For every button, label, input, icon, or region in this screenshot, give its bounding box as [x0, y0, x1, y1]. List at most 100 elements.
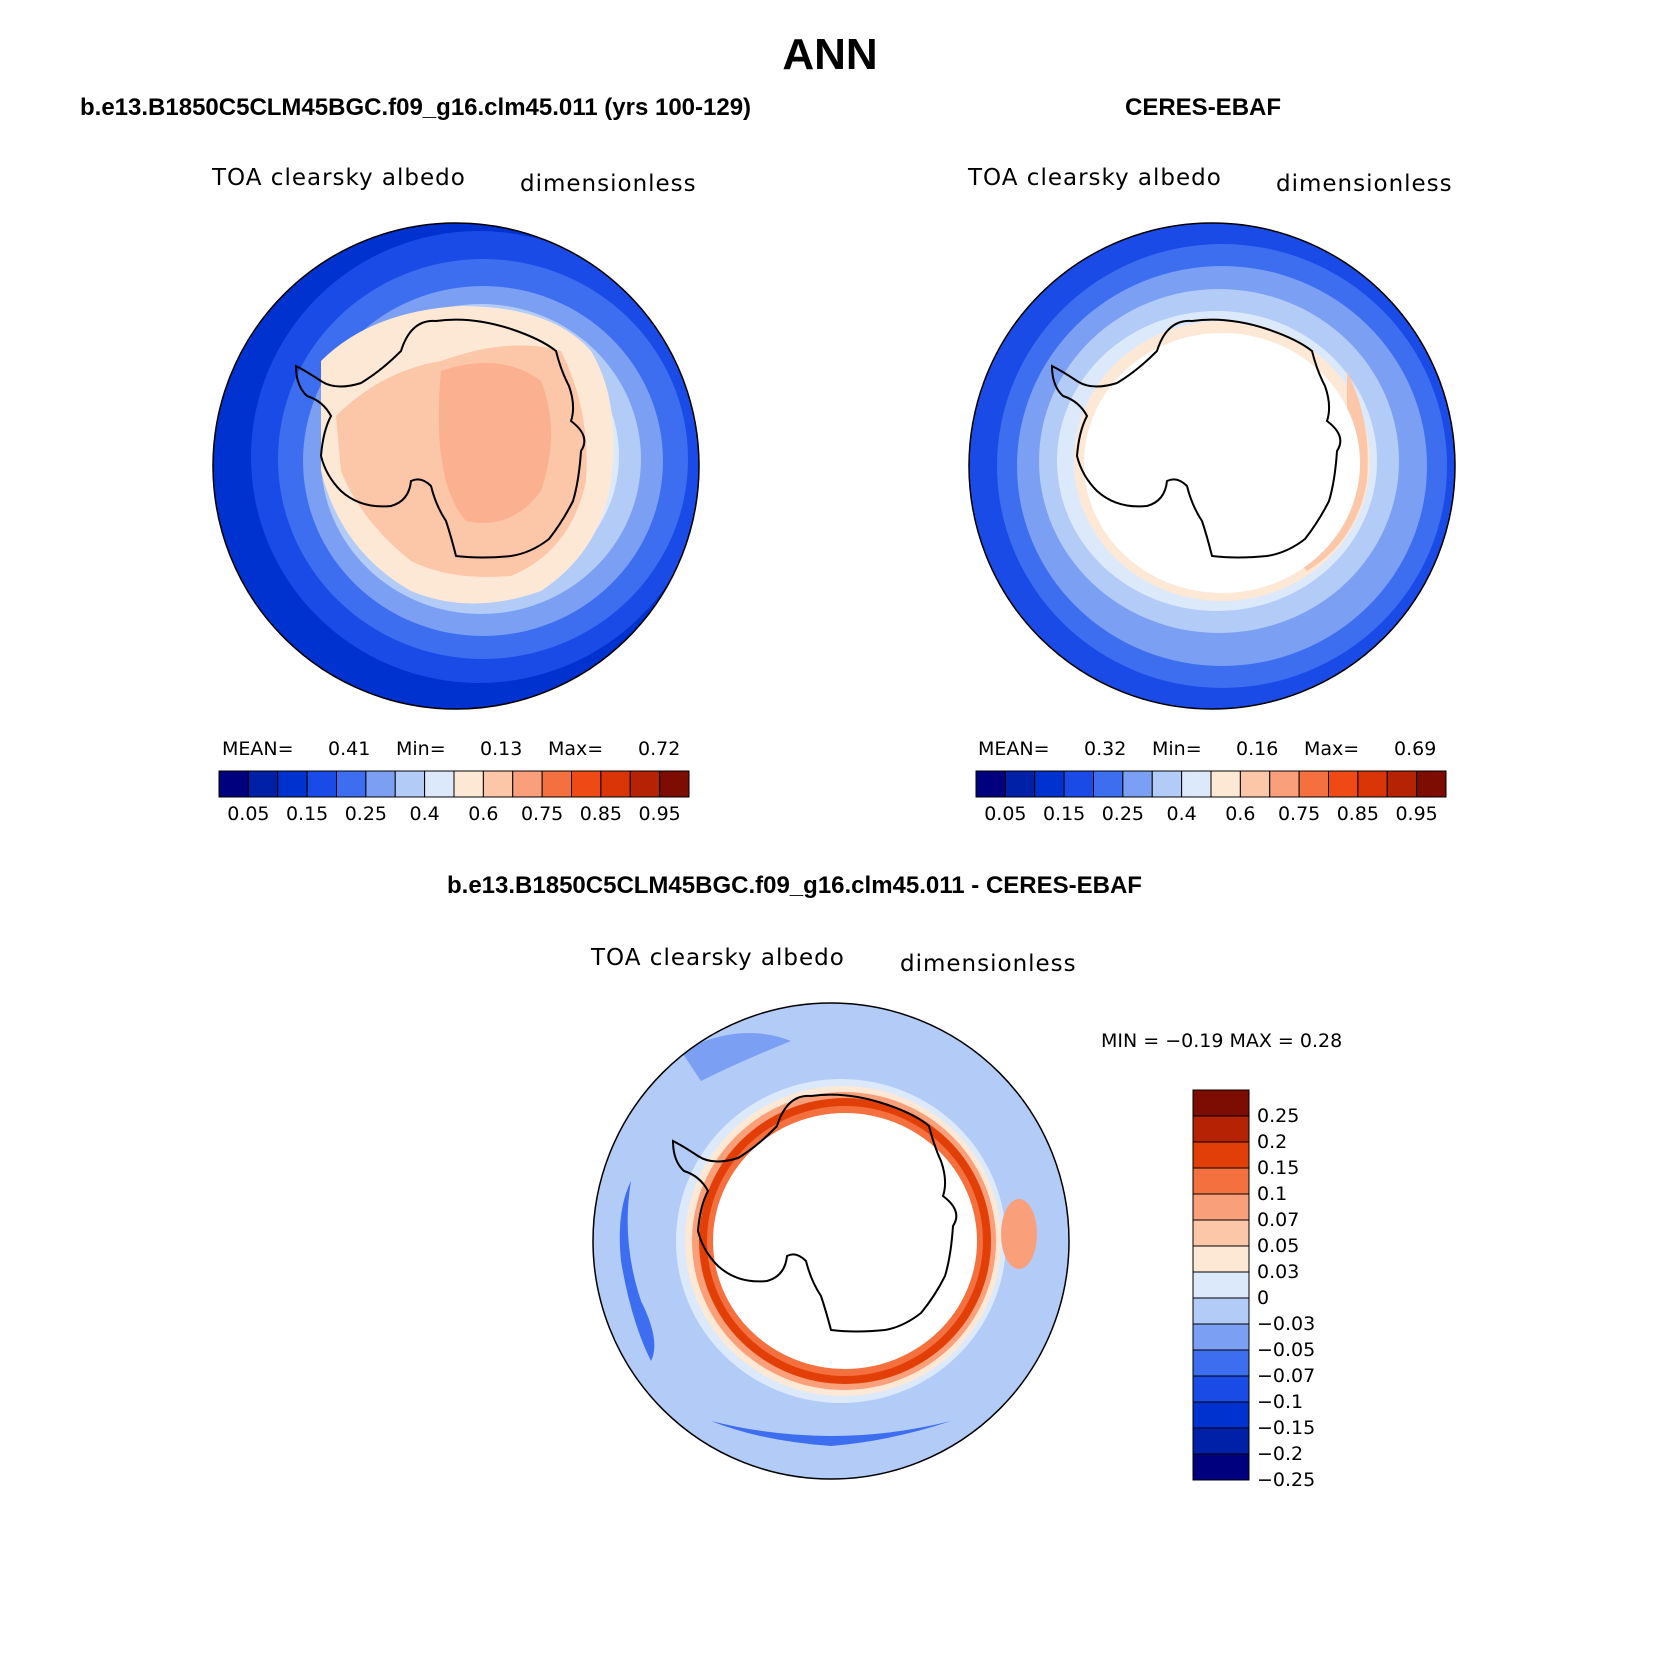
panel1-max-value: 0.72	[638, 738, 681, 760]
panel2-colorbar-swatch	[1122, 770, 1153, 798]
panel2-max-value: 0.69	[1394, 738, 1437, 760]
panel1-colorbar-swatch	[424, 770, 455, 798]
panel1-colorbar-tick-label: 0.15	[285, 803, 329, 825]
diff-colorbar	[1192, 1089, 1250, 1481]
panel2-colorbar-swatch	[1386, 770, 1418, 798]
diff-colorbar-tick-label: −0.03	[1257, 1313, 1316, 1335]
panel1-case-title: b.e13.B1850C5CLM45BGC.f09_g16.clm45.011 …	[80, 94, 752, 121]
diff-colorbar-swatch	[1192, 1349, 1250, 1377]
panel2-colorbar-swatch	[1151, 770, 1183, 798]
diff-contour-region	[681, 1033, 791, 1081]
diff-colorbar-tick-label: −0.15	[1257, 1417, 1316, 1439]
panel2-case-title: CERES-EBAF	[1125, 94, 1282, 121]
diff-colorbar-swatch	[1192, 1453, 1250, 1481]
panel2-colorbar	[975, 770, 1447, 798]
panel2-colorbar-swatch	[1034, 770, 1065, 798]
panel1-colorbar-tick-label: 0.75	[520, 803, 564, 825]
diff-colorbar-swatch	[1192, 1375, 1250, 1403]
diff-colorbar-tick-label: 0.25	[1257, 1105, 1300, 1127]
panel2-max-label: Max=	[1304, 738, 1360, 760]
panel2-colorbar-tick-label: 0.15	[1042, 803, 1086, 825]
diff-colorbar-tick-label: −0.1	[1257, 1391, 1304, 1413]
panel2-variable-label: TOA clearsky albedo	[968, 165, 1222, 191]
diff-case-title: b.e13.B1850C5CLM45BGC.f09_g16.clm45.011 …	[447, 872, 1142, 899]
diff-colorbar-tick-label: 0.1	[1257, 1183, 1288, 1205]
panel2-colorbar-tick-label: 0.25	[1101, 803, 1145, 825]
panel1-colorbar-swatch	[336, 770, 367, 798]
panel2-colorbar-tick-label: 0.6	[1225, 803, 1256, 825]
panel1-colorbar-swatch	[629, 770, 661, 798]
figure-title: ANN	[782, 30, 878, 79]
diff-colorbar-swatch	[1192, 1427, 1250, 1455]
panel2-colorbar-tick-label: 0.95	[1395, 803, 1438, 825]
panel2-colorbar-swatch	[1093, 770, 1124, 798]
diff-colorbar-tick-label: 0	[1257, 1287, 1270, 1309]
diff-polar-map	[592, 1002, 1070, 1480]
diff-colorbar-swatch	[1192, 1089, 1250, 1117]
panel1-colorbar	[218, 770, 690, 798]
diff-colorbar-tick-label: −0.25	[1257, 1469, 1316, 1491]
diff-variable-label: TOA clearsky albedo	[591, 945, 845, 971]
panel1-colorbar-swatch	[541, 770, 572, 798]
diff-no-data-region	[713, 1113, 977, 1369]
panel2-mean-label: MEAN=	[978, 738, 1050, 760]
panel1-colorbar-swatch	[659, 770, 690, 798]
panel2-min-label: Min=	[1152, 738, 1202, 760]
panel1-colorbar-swatch	[394, 770, 426, 798]
panel2-colorbar-swatch	[1004, 770, 1036, 798]
panel2-colorbar-tick-label: 0.85	[1336, 803, 1380, 825]
panel1-colorbar-tick-label: 0.4	[409, 803, 440, 825]
panel1-mean-value: 0.41	[328, 738, 371, 760]
diff-units-label: dimensionless	[900, 951, 1077, 977]
diff-colorbar-swatch	[1192, 1167, 1250, 1195]
panel1-colorbar-tick-label: 0.85	[579, 803, 623, 825]
panel1-variable-label: TOA clearsky albedo	[212, 165, 466, 191]
diff-colorbar-swatch	[1192, 1193, 1250, 1221]
panel2-colorbar-tick-label: 0.75	[1277, 803, 1321, 825]
panel2-colorbar-tick-label: 0.4	[1166, 803, 1197, 825]
diff-colorbar-swatch	[1192, 1401, 1250, 1429]
panel2-colorbar-swatch	[975, 770, 1006, 798]
diff-antarctica-coastline	[671, 1093, 958, 1333]
panel1-colorbar-tick-label: 0.95	[638, 803, 681, 825]
panel1-colorbar-swatch	[365, 770, 396, 798]
diff-colorbar-tick-label: −0.2	[1257, 1443, 1304, 1465]
diff-minmax-text: MIN = −0.19 MAX = 0.28	[1101, 1030, 1343, 1052]
panel2-colorbar-swatch	[1181, 770, 1212, 798]
panel1-colorbar-swatch	[571, 770, 602, 798]
diff-colorbar-tick-label: 0.05	[1257, 1235, 1300, 1257]
panel1-antarctica-coastline	[294, 318, 586, 559]
panel1-colorbar-tick-label: 0.6	[468, 803, 499, 825]
panel1-colorbar-tick-label: 0.25	[344, 803, 388, 825]
panel1-colorbar-swatch	[512, 770, 543, 798]
panel1-colorbar-swatch	[453, 770, 484, 798]
panel2-colorbar-swatch	[1063, 770, 1094, 798]
panel2-antarctica-coastline	[1050, 318, 1342, 559]
diff-colorbar-swatch	[1192, 1297, 1250, 1325]
panel1-mean-label: MEAN=	[222, 738, 294, 760]
panel2-no-data-region	[1084, 333, 1360, 593]
panel1-units-label: dimensionless	[520, 171, 697, 197]
diff-contour-region	[619, 1181, 655, 1361]
panel2-colorbar-swatch	[1239, 770, 1271, 798]
panel2-min-value: 0.16	[1236, 738, 1279, 760]
diff-colorbar-swatch	[1192, 1141, 1250, 1169]
diff-colorbar-tick-label: −0.05	[1257, 1339, 1316, 1361]
diff-colorbar-tick-label: 0.15	[1257, 1157, 1300, 1179]
diff-colorbar-tick-label: 0.07	[1257, 1209, 1300, 1231]
panel1-max-label: Max=	[548, 738, 604, 760]
panel2-colorbar-swatch	[1357, 770, 1388, 798]
panel2-colorbar-swatch	[1416, 770, 1447, 798]
panel1-colorbar-swatch	[306, 770, 337, 798]
panel1-colorbar-swatch	[218, 770, 249, 798]
panel1-colorbar-swatch	[277, 770, 308, 798]
panel2-colorbar-swatch	[1298, 770, 1329, 798]
panel1-polar-map	[212, 222, 700, 710]
diff-colorbar-swatch	[1192, 1323, 1250, 1351]
panel2-colorbar-swatch	[1328, 770, 1359, 798]
panel1-colorbar-swatch	[600, 770, 631, 798]
panel2-units-label: dimensionless	[1276, 171, 1453, 197]
panel1-colorbar-swatch	[247, 770, 279, 798]
diff-colorbar-swatch	[1192, 1219, 1250, 1247]
panel2-mean-value: 0.32	[1084, 738, 1127, 760]
